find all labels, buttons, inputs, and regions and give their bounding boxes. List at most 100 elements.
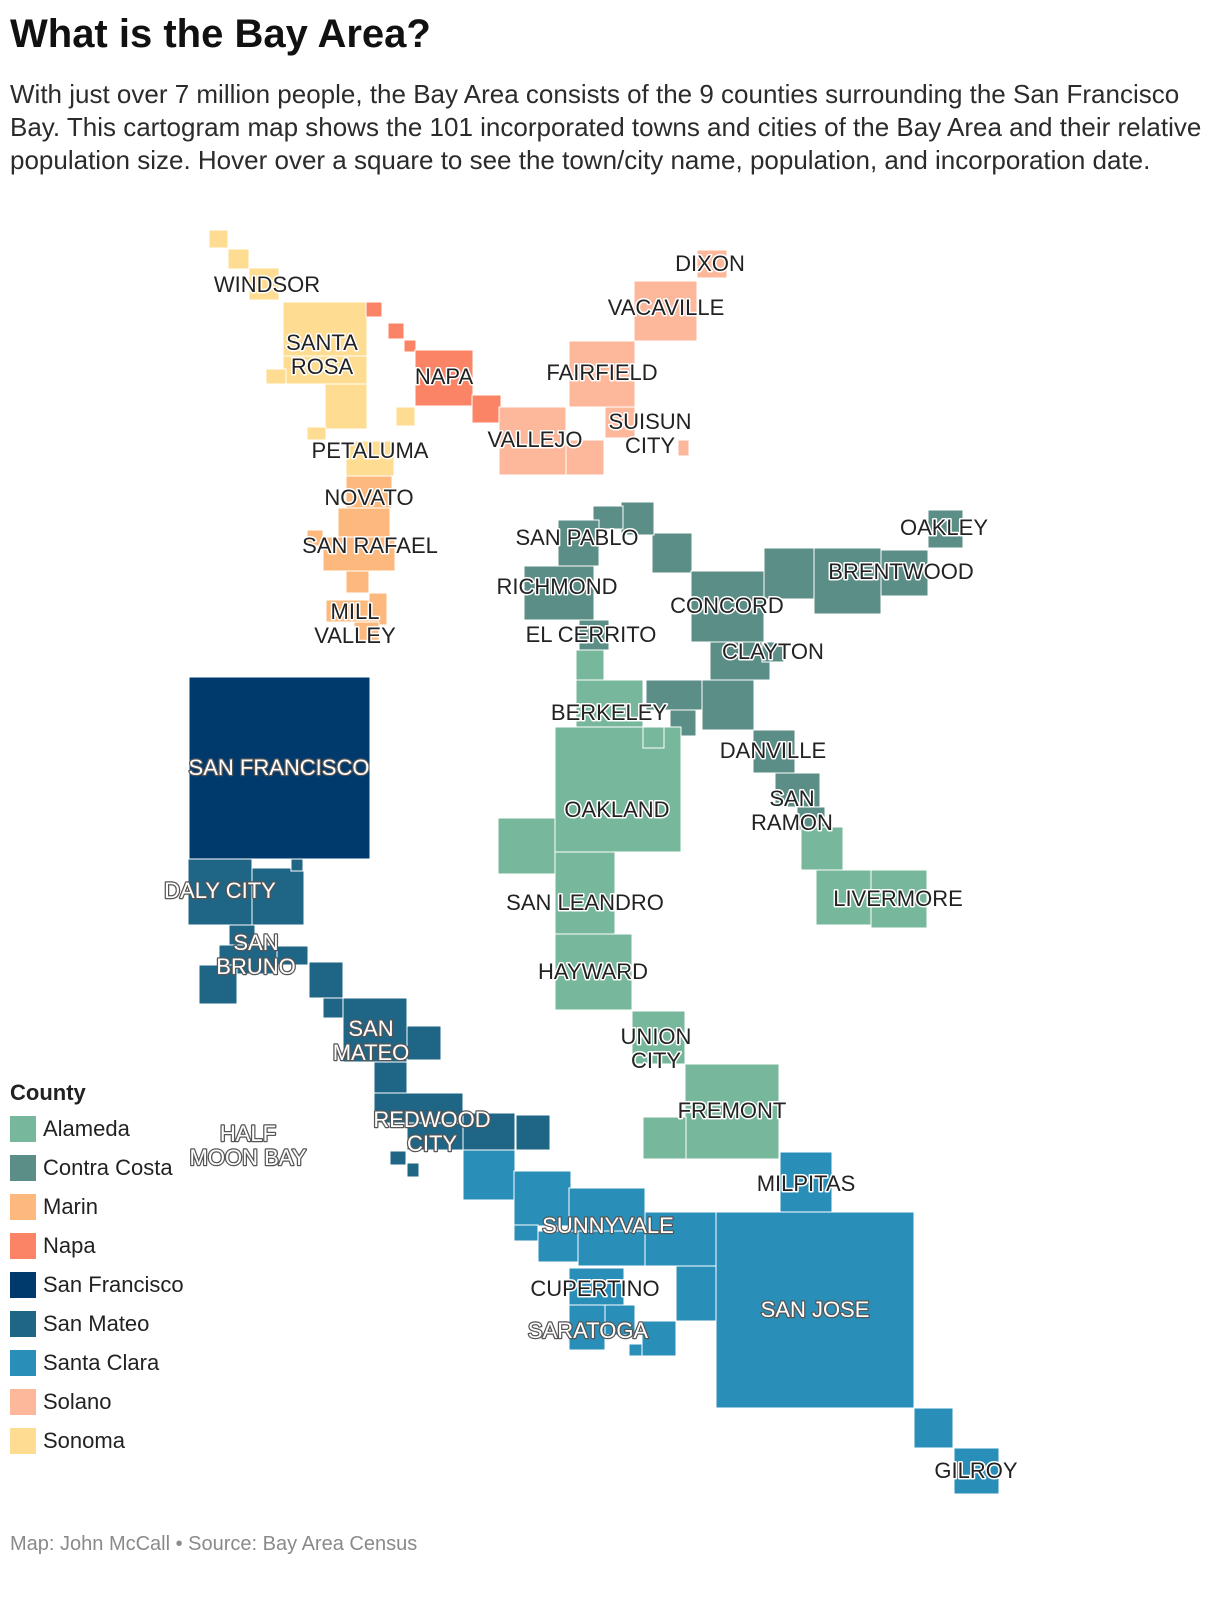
city-square-san-mateo[interactable] <box>406 1122 464 1151</box>
city-square-sonoma[interactable] <box>282 301 368 359</box>
city-square-marin[interactable] <box>325 599 370 623</box>
city-square-marin[interactable] <box>322 536 396 572</box>
legend-item-sonoma[interactable]: Sonoma <box>10 1426 190 1456</box>
city-square-santa-clara[interactable] <box>715 1211 915 1409</box>
city-square-marin[interactable] <box>306 529 324 547</box>
city-square-alameda[interactable] <box>554 851 616 937</box>
city-square-santa-clara[interactable] <box>604 1304 636 1336</box>
city-label-line: MATEO <box>333 1040 410 1065</box>
legend-swatch <box>10 1311 36 1337</box>
city-square-alameda[interactable] <box>497 817 556 875</box>
city-square-contra-costa[interactable] <box>620 501 655 536</box>
city-square-contra-costa[interactable] <box>557 519 600 567</box>
city-square-marin[interactable] <box>353 621 380 643</box>
city-square-san-mateo[interactable] <box>198 964 238 1005</box>
city-square-santa-clara[interactable] <box>628 1343 643 1357</box>
city-square-san-mateo[interactable] <box>515 1114 551 1151</box>
city-square-sonoma[interactable] <box>208 229 229 249</box>
city-square-napa[interactable] <box>365 301 383 318</box>
legend-item-solano[interactable]: Solano <box>10 1387 190 1417</box>
city-square-alameda[interactable] <box>684 1063 780 1160</box>
city-square-san-mateo[interactable] <box>187 858 253 926</box>
legend-item-san-francisco[interactable]: San Francisco <box>10 1270 190 1300</box>
city-square-santa-clara[interactable] <box>644 1211 717 1267</box>
city-square-sonoma[interactable] <box>345 440 395 477</box>
city-square-sonoma[interactable] <box>395 406 416 427</box>
city-square-contra-costa[interactable] <box>709 641 771 681</box>
city-square-marin[interactable] <box>345 475 393 509</box>
city-square-contra-costa[interactable] <box>592 505 624 530</box>
city-square-san-mateo[interactable] <box>373 1061 408 1094</box>
legend-item-napa[interactable]: Napa <box>10 1231 190 1261</box>
legend-item-san-mateo[interactable]: San Mateo <box>10 1309 190 1339</box>
legend-item-marin[interactable]: Marin <box>10 1192 190 1222</box>
city-square-solano[interactable] <box>696 249 728 279</box>
city-square-contra-costa[interactable] <box>651 532 693 574</box>
city-square-napa[interactable] <box>387 322 405 340</box>
city-square-marin[interactable] <box>337 507 391 538</box>
city-square-alameda[interactable] <box>631 1010 686 1065</box>
city-square-sonoma[interactable] <box>227 248 250 270</box>
city-square-san-mateo[interactable] <box>290 858 304 872</box>
city-square-napa[interactable] <box>403 339 417 353</box>
city-square-san-mateo[interactable] <box>276 945 309 966</box>
legend-item-contra-costa[interactable]: Contra Costa <box>10 1153 190 1183</box>
city-square-san-mateo[interactable] <box>406 1162 420 1178</box>
legend-item-santa-clara[interactable]: Santa Clara <box>10 1348 190 1378</box>
city-square-contra-costa[interactable] <box>578 619 610 651</box>
city-square-san-mateo[interactable] <box>342 997 408 1063</box>
city-square-solano[interactable] <box>568 340 636 408</box>
city-square-alameda[interactable] <box>642 726 665 749</box>
city-square-san-mateo[interactable] <box>322 997 344 1019</box>
city-square-santa-clara[interactable] <box>568 1304 606 1351</box>
city-square-contra-costa[interactable] <box>927 509 964 549</box>
city-square-san-mateo[interactable] <box>251 867 305 926</box>
city-square-alameda[interactable] <box>800 826 844 871</box>
legend-item-alameda[interactable]: Alameda <box>10 1114 190 1144</box>
city-square-san-mateo[interactable] <box>389 1150 407 1166</box>
city-square-solano[interactable] <box>565 439 605 476</box>
city-square-sonoma[interactable] <box>306 426 327 441</box>
city-square-alameda[interactable] <box>575 679 644 733</box>
city-square-alameda[interactable] <box>575 649 605 681</box>
city-square-san-francisco[interactable] <box>188 676 371 860</box>
city-square-contra-costa[interactable] <box>763 547 815 600</box>
city-square-alameda[interactable] <box>642 1116 687 1160</box>
city-square-contra-costa[interactable] <box>523 565 595 621</box>
city-square-alameda[interactable] <box>870 869 928 929</box>
city-square-santa-clara[interactable] <box>568 1187 646 1233</box>
city-square-san-mateo[interactable] <box>308 961 344 999</box>
city-square-sonoma[interactable] <box>282 355 368 385</box>
city-square-solano[interactable] <box>633 280 698 342</box>
city-square-solano[interactable] <box>498 406 567 476</box>
city-square-san-mateo[interactable] <box>373 1092 464 1124</box>
city-square-santa-clara[interactable] <box>513 1224 539 1242</box>
city-square-contra-costa[interactable] <box>761 641 785 663</box>
city-square-solano[interactable] <box>604 406 636 439</box>
city-square-contra-costa[interactable] <box>880 549 929 597</box>
city-square-alameda[interactable] <box>554 933 633 1011</box>
city-square-marin[interactable] <box>345 570 370 594</box>
city-square-santa-clara[interactable] <box>537 1230 579 1263</box>
city-square-alameda[interactable] <box>815 869 872 926</box>
legend-items: Alameda Contra Costa Marin Napa San Francisc… <box>10 1114 190 1456</box>
city-square-santa-clara[interactable] <box>641 1320 677 1357</box>
city-square-contra-costa[interactable] <box>752 729 796 774</box>
city-label-napa: NAPA <box>415 364 474 389</box>
city-square-santa-clara[interactable] <box>675 1265 717 1322</box>
city-square-santa-clara[interactable] <box>913 1407 954 1449</box>
city-square-santa-clara[interactable] <box>779 1151 833 1213</box>
city-square-santa-clara[interactable] <box>462 1149 516 1201</box>
city-square-sonoma[interactable] <box>248 267 280 301</box>
city-square-santa-clara[interactable] <box>953 1447 1000 1495</box>
city-square-napa[interactable] <box>414 349 474 407</box>
city-square-san-mateo[interactable] <box>406 1025 442 1061</box>
city-square-san-mateo[interactable] <box>462 1112 516 1151</box>
city-square-solano[interactable] <box>677 439 690 457</box>
city-square-sonoma[interactable] <box>324 383 368 430</box>
city-label-oakland: OAKLAND <box>564 797 669 822</box>
city-square-contra-costa[interactable] <box>645 679 703 711</box>
city-square-contra-costa[interactable] <box>701 679 755 731</box>
city-square-napa[interactable] <box>471 394 502 424</box>
city-square-sonoma[interactable] <box>265 368 287 385</box>
